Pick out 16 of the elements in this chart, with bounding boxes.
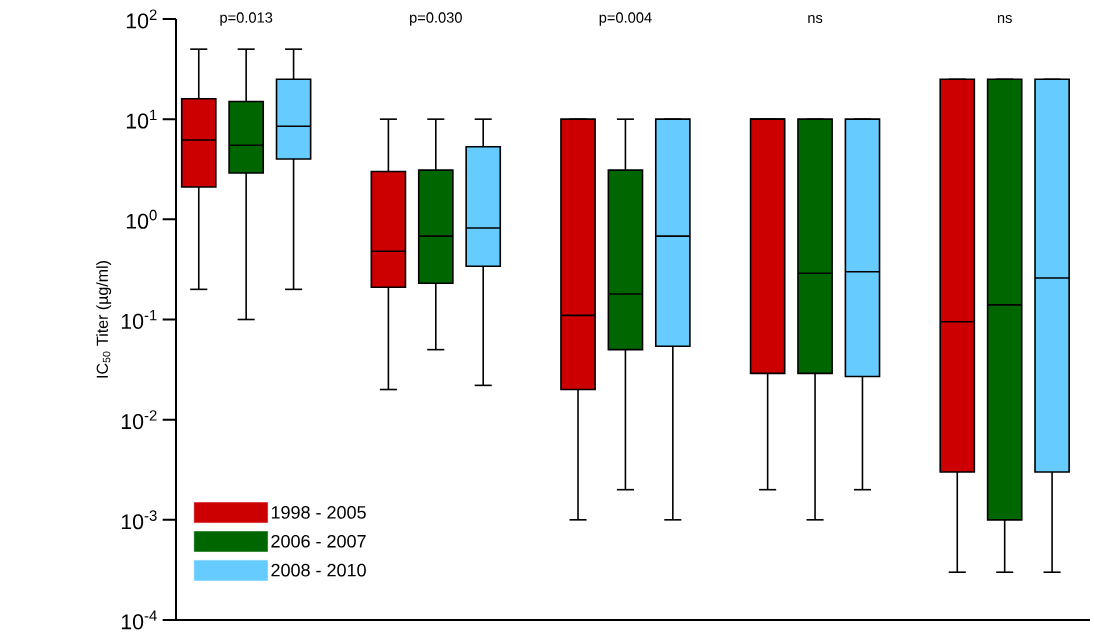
annotation: p=0.013 [220,12,273,26]
legend-label: 1998 - 2005 [271,506,366,519]
y-tick-label: 10$^{2}$ [126,9,157,29]
y-tick-label: 10$^{-1}$ [121,310,157,329]
y-tick-label: 10$^{-4}$ [121,610,157,630]
legend-label: 2006 - 2007 [271,534,366,548]
annotation: ns [808,15,823,24]
annotation: p=0.004 [599,12,652,26]
y-tick-label: 10$^{0}$ [126,209,157,229]
annotation: ns [997,15,1012,24]
y-tick-label: 10$^{-3}$ [121,510,157,530]
legend-label: 2008 - 2010 [271,563,366,577]
y-axis-title: IC$_{50}$ Titer (µg/ml) [96,261,112,378]
annotation: p=0.030 [410,12,462,26]
y-tick-label: 10$^{1}$ [126,109,157,129]
y-tick-label: 10$^{-2}$ [121,410,157,430]
